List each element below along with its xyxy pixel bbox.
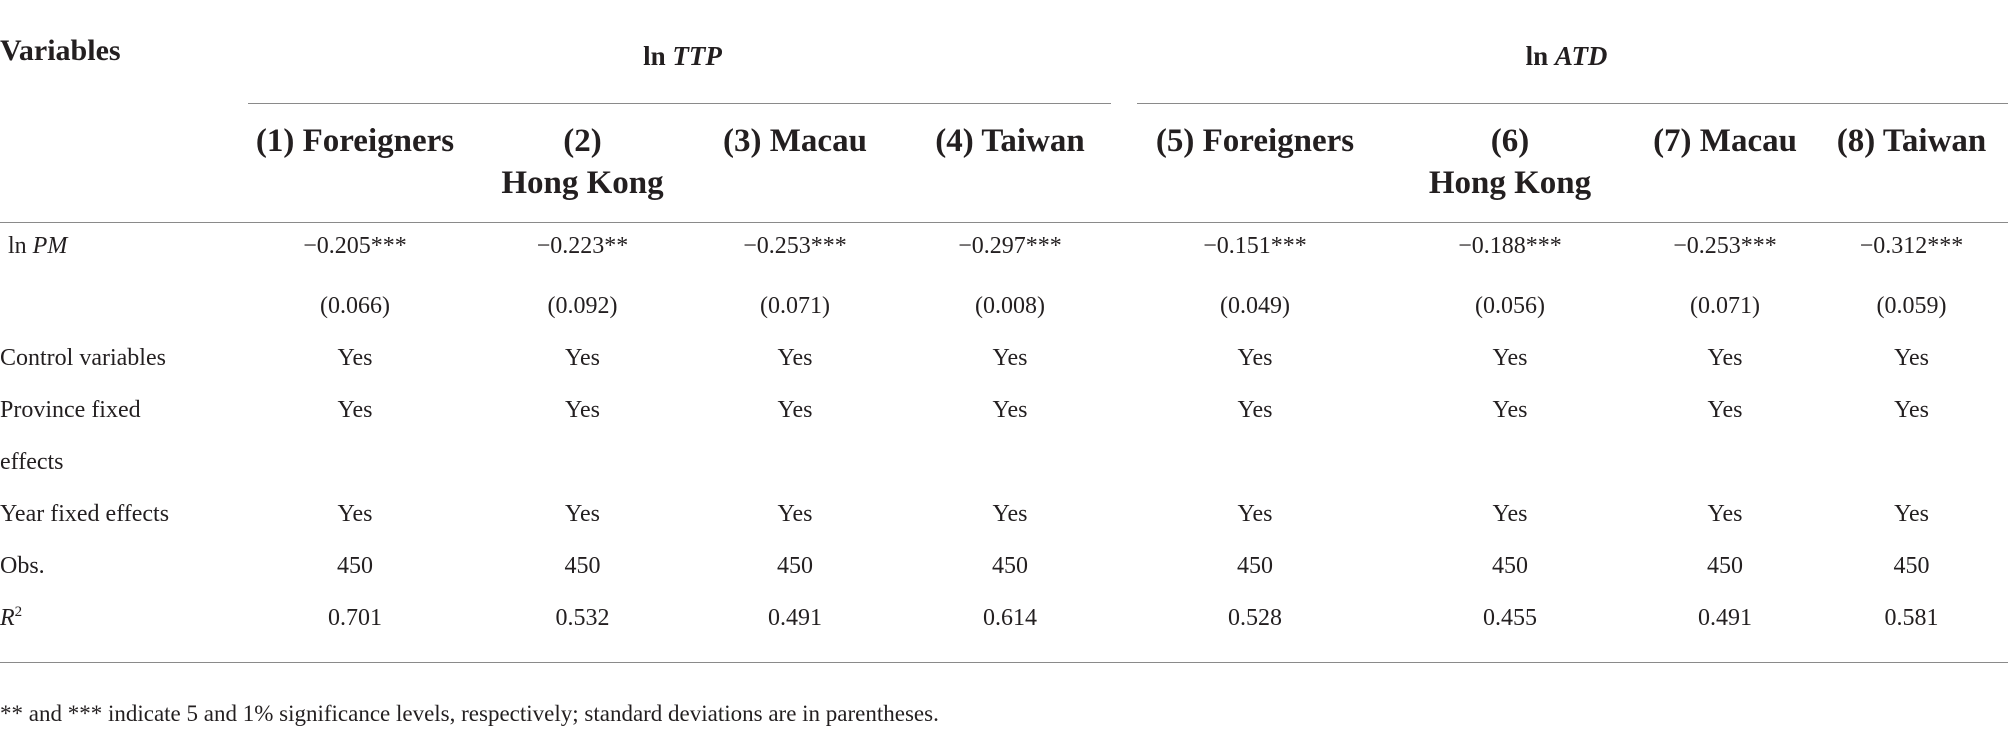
cell-se-5: (0.049) bbox=[1220, 292, 1290, 319]
cell-province-fe-6: Yes bbox=[1492, 396, 1528, 423]
table-row-standard-errors: (0.066) (0.092) (0.071) (0.008) (0.049) … bbox=[0, 279, 2008, 331]
cell-obs-2: 450 bbox=[564, 552, 601, 579]
column-header-row: (1) Foreigners (2) Hong Kong (3) Macau (4… bbox=[0, 104, 2008, 223]
cell-controls-8: Yes bbox=[1894, 344, 1929, 371]
column-header-5: (5) Foreigners bbox=[1125, 104, 1386, 223]
column-header-2: (2) Hong Kong bbox=[470, 104, 695, 223]
cell-controls-3: Yes bbox=[777, 344, 813, 371]
cell-r2-4: 0.614 bbox=[895, 590, 1126, 663]
cell-controls-6: Yes bbox=[1492, 344, 1528, 371]
cell-province-fe-2: Yes bbox=[565, 396, 600, 423]
group-atd-var: ATD bbox=[1554, 41, 1608, 71]
cell-year-fe-3: Yes bbox=[777, 500, 813, 527]
cell-year-fe-4: Yes bbox=[992, 500, 1028, 527]
row-label-ln-pm: ln PM bbox=[8, 233, 68, 259]
cell-r2-7: 0.491 bbox=[1635, 590, 1816, 663]
cell-se-8: (0.059) bbox=[1876, 292, 1947, 319]
table-row-r-squared: R2 0.701 0.532 0.491 0.614 0.528 0.455 0… bbox=[0, 590, 2008, 663]
cell-ln-pm-3: −0.253*** bbox=[743, 233, 847, 259]
group-header-row: Variables ln TTP ln ATD bbox=[0, 30, 2008, 104]
cell-province-fe-1: Yes bbox=[337, 396, 373, 423]
table-footnote: ** and *** indicate 5 and 1% significanc… bbox=[0, 701, 939, 726]
cell-controls-2: Yes bbox=[565, 344, 600, 371]
group-ttp-prefix: ln bbox=[643, 41, 673, 71]
column-header-4: (4) Taiwan bbox=[895, 104, 1126, 223]
table-row-year-fixed-effects: Year fixed effects Yes Yes Yes Yes Yes Y… bbox=[0, 487, 2008, 539]
column-header-1: (1) Foreigners bbox=[240, 104, 470, 223]
cell-controls-7: Yes bbox=[1707, 344, 1743, 371]
column-header-6: (6) Hong Kong bbox=[1385, 104, 1636, 223]
cell-controls-5: Yes bbox=[1237, 344, 1273, 371]
cell-province-fe-8: Yes bbox=[1894, 396, 1929, 423]
table-row-province-fixed-effects: Province fixed effects Yes Yes Yes Yes Y… bbox=[0, 383, 2008, 487]
column-header-8: (8) Taiwan bbox=[1815, 104, 2008, 223]
row-label-year-fixed-effects: Year fixed effects bbox=[0, 500, 170, 527]
cell-obs-8: 450 bbox=[1893, 552, 1930, 579]
cell-year-fe-2: Yes bbox=[565, 500, 600, 527]
row-label-control-variables: Control variables bbox=[0, 344, 166, 371]
cell-obs-4: 450 bbox=[992, 552, 1028, 579]
cell-year-fe-1: Yes bbox=[337, 500, 373, 527]
cell-se-1: (0.066) bbox=[320, 292, 390, 319]
group-atd-rule bbox=[1137, 103, 2008, 104]
cell-controls-4: Yes bbox=[992, 344, 1028, 371]
cell-se-4: (0.008) bbox=[975, 292, 1045, 319]
cell-province-fe-5: Yes bbox=[1237, 396, 1273, 423]
cell-province-fe-3: Yes bbox=[777, 396, 813, 423]
table-row-control-variables: Control variables Yes Yes Yes Yes Yes Ye… bbox=[0, 331, 2008, 383]
group-ttp-var: TTP bbox=[672, 41, 722, 71]
cell-se-6: (0.056) bbox=[1475, 292, 1545, 319]
cell-year-fe-5: Yes bbox=[1237, 500, 1273, 527]
cell-r2-6: 0.455 bbox=[1385, 590, 1636, 663]
row-label-r-squared: R2 bbox=[0, 590, 240, 663]
cell-obs-1: 450 bbox=[337, 552, 373, 579]
cell-r2-8: 0.581 bbox=[1815, 590, 2008, 663]
cell-ln-pm-5: −0.151*** bbox=[1203, 233, 1307, 259]
column-header-blank bbox=[0, 104, 240, 223]
cell-year-fe-6: Yes bbox=[1492, 500, 1528, 527]
cell-obs-6: 450 bbox=[1492, 552, 1529, 579]
row-label-se bbox=[0, 279, 240, 331]
table-row-ln-pm: ln PM −0.205*** −0.223** −0.253*** −0.29… bbox=[0, 223, 2008, 279]
regression-table: Variables ln TTP ln ATD (1) Foreigners (… bbox=[0, 30, 2008, 663]
cell-controls-1: Yes bbox=[337, 344, 373, 371]
table-row-observations: Obs. 450 450 450 450 450 450 450 450 bbox=[0, 539, 2008, 591]
cell-obs-5: 450 bbox=[1237, 552, 1274, 579]
cell-ln-pm-4: −0.297*** bbox=[958, 233, 1062, 259]
row-label-province-fixed-effects: Province fixed effects bbox=[0, 396, 141, 475]
cell-year-fe-7: Yes bbox=[1707, 500, 1743, 527]
group-header-ttp: ln TTP bbox=[240, 30, 1125, 104]
cell-se-3: (0.071) bbox=[760, 292, 830, 319]
group-atd-prefix: ln bbox=[1525, 41, 1555, 71]
cell-ln-pm-6: −0.188*** bbox=[1458, 233, 1562, 259]
cell-r2-5: 0.528 bbox=[1125, 590, 1386, 663]
cell-r2-2: 0.532 bbox=[470, 590, 695, 663]
column-header-3: (3) Macau bbox=[695, 104, 895, 223]
cell-ln-pm-1: −0.205*** bbox=[303, 233, 407, 259]
cell-ln-pm-2: −0.223** bbox=[536, 233, 629, 259]
cell-obs-7: 450 bbox=[1707, 552, 1744, 579]
group-header-atd: ln ATD bbox=[1125, 30, 2008, 104]
row-label-obs: Obs. bbox=[0, 552, 45, 579]
cell-se-2: (0.092) bbox=[547, 292, 618, 319]
cell-ln-pm-7: −0.253*** bbox=[1673, 233, 1777, 259]
cell-r2-1: 0.701 bbox=[240, 590, 470, 663]
cell-obs-3: 450 bbox=[777, 552, 813, 579]
cell-province-fe-7: Yes bbox=[1707, 396, 1743, 423]
cell-r2-3: 0.491 bbox=[695, 590, 895, 663]
cell-year-fe-8: Yes bbox=[1894, 500, 1929, 527]
cell-province-fe-4: Yes bbox=[992, 396, 1028, 423]
column-header-7: (7) Macau bbox=[1635, 104, 1816, 223]
variables-header: Variables bbox=[0, 34, 121, 67]
cell-ln-pm-8: −0.312*** bbox=[1859, 233, 1964, 259]
cell-se-7: (0.071) bbox=[1690, 292, 1760, 319]
group-ttp-rule bbox=[248, 103, 1112, 104]
